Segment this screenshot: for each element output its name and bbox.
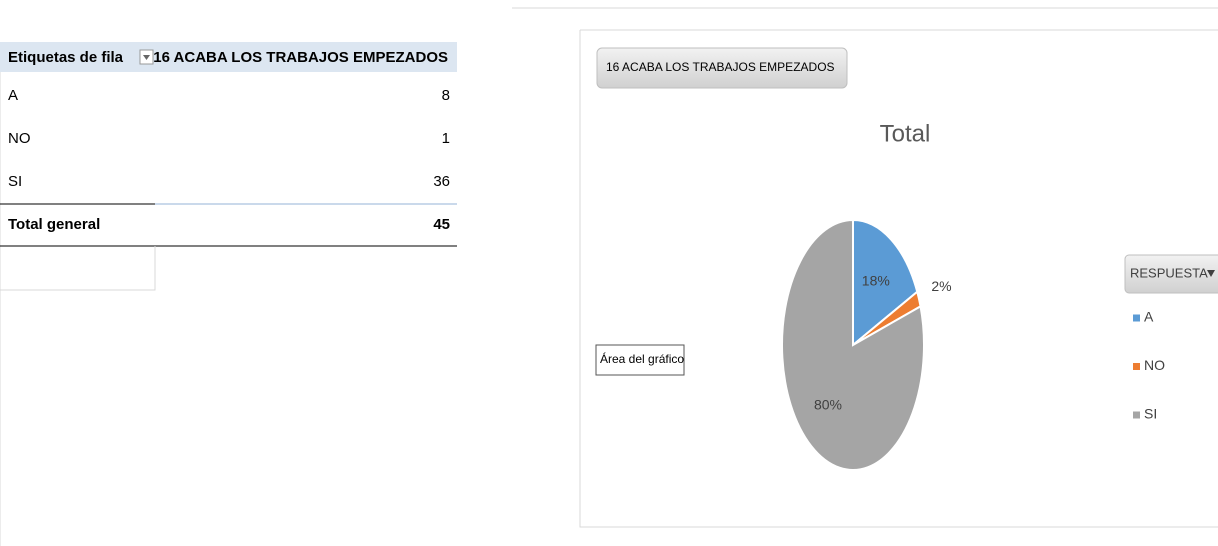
data-label: 2%	[931, 278, 951, 294]
pie-slice	[852, 218, 919, 348]
row-value: 1	[442, 130, 450, 147]
pie: 18% 2% 80%	[781, 218, 952, 471]
chart-area	[579, 29, 1218, 528]
legend-button[interactable]	[1124, 254, 1218, 294]
legend-swatch	[1133, 411, 1140, 419]
table-header-bg	[0, 42, 457, 72]
filter-arrow	[143, 55, 150, 60]
legend-arrow	[1207, 270, 1215, 277]
legend-label: SI	[1144, 406, 1157, 422]
header-cell: 16 ACABA LOS TRABAJOS EMPEZADOS	[153, 49, 448, 66]
header-cell: Etiquetas de fila	[8, 49, 124, 66]
legend-label: A	[1144, 309, 1154, 325]
data-label: 18%	[862, 272, 890, 288]
field-button-label: 16 ACABA LOS TRABAJOS EMPEZADOS	[606, 60, 835, 74]
total-label: Total general	[8, 216, 100, 233]
tooltip	[595, 344, 685, 376]
row-label: NO	[8, 130, 31, 147]
row-label: SI	[8, 173, 22, 190]
tooltip-text: Área del gráfico	[600, 351, 684, 366]
row-value: 36	[433, 173, 450, 190]
legend-title: RESPUESTA	[1130, 265, 1208, 280]
data-label: 80%	[814, 396, 842, 412]
row-label: A	[8, 87, 18, 104]
empty-cell	[0, 246, 156, 291]
row-value: 8	[442, 87, 450, 104]
total-value: 45	[433, 216, 450, 233]
legend-swatch	[1133, 363, 1140, 370]
table-rows: A 8 NO 1 SI 36	[8, 87, 450, 190]
chart-title: Total	[880, 120, 931, 147]
field-button[interactable]	[596, 47, 848, 89]
legend-label: NO	[1144, 357, 1165, 373]
legend-swatch	[1133, 314, 1140, 322]
pie-slice	[781, 218, 925, 471]
